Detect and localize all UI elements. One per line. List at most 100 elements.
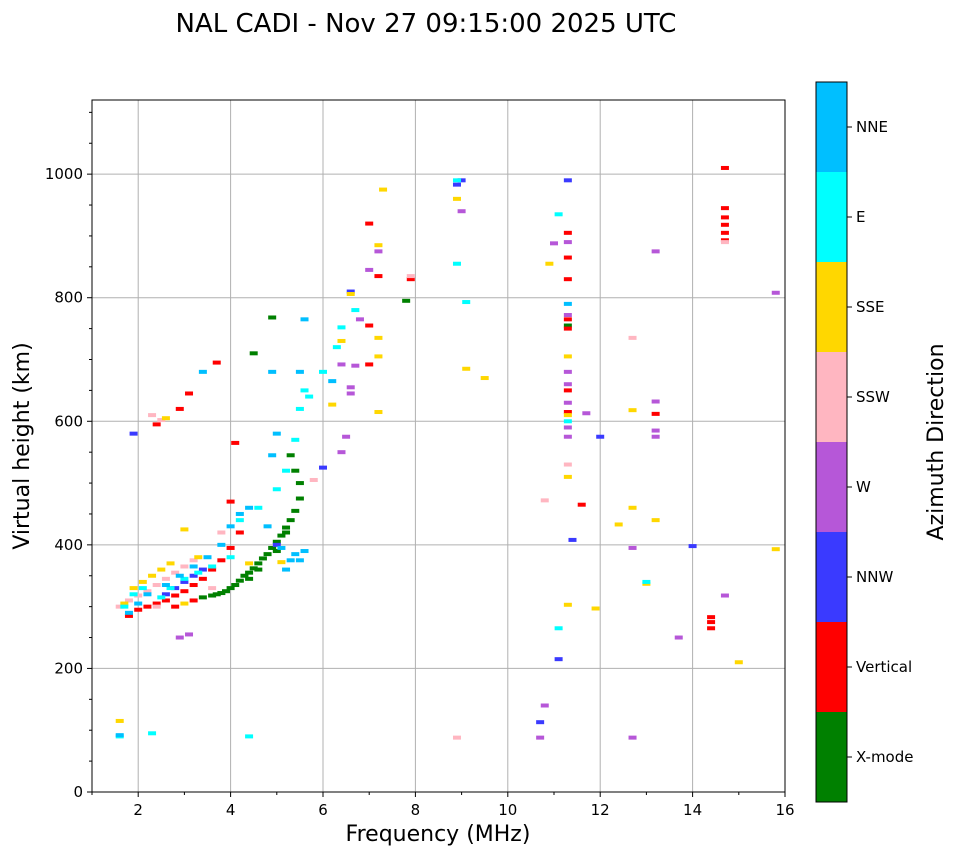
echo-vertical	[152, 601, 161, 606]
echo-ssw	[720, 240, 729, 245]
echo-x-mode	[402, 298, 411, 303]
echo-vertical	[189, 583, 198, 588]
echo-e	[462, 300, 471, 305]
echo-vertical	[189, 598, 198, 603]
echo-sse	[734, 660, 743, 665]
echo-sse	[374, 354, 383, 359]
echo-w	[540, 703, 549, 708]
x-tick-label: 8	[411, 801, 421, 819]
echo-x-mode	[291, 468, 300, 473]
echo-vertical	[563, 277, 572, 282]
echo-ssw	[115, 604, 124, 609]
echo-x-mode	[245, 570, 254, 575]
colorbar-swatch	[816, 532, 847, 622]
echo-vertical	[720, 230, 729, 235]
echo-nne	[268, 369, 277, 374]
echo-vertical	[720, 165, 729, 170]
echo-sse	[194, 555, 203, 560]
echo-ssw	[148, 413, 157, 418]
echo-e	[235, 518, 244, 523]
echo-nnw	[198, 567, 207, 572]
plot-area: 2 4 6 8 10 12 14 16 0 200 400 600 800 1000	[45, 99, 795, 819]
echo-sse	[374, 335, 383, 340]
echo-nne	[272, 431, 281, 436]
echo-e	[332, 345, 341, 350]
echo-w	[337, 450, 346, 455]
echo-vertical	[563, 326, 572, 331]
echo-x-mode	[221, 589, 230, 594]
echo-x-mode	[212, 592, 221, 597]
echo-w	[563, 425, 572, 430]
echo-e	[226, 555, 235, 560]
echo-vertical	[720, 222, 729, 227]
echo-ssw	[208, 586, 217, 591]
echo-vertical	[217, 558, 226, 563]
echo-nnw	[319, 465, 327, 470]
echo-nnw	[596, 434, 605, 439]
echo-e	[452, 261, 461, 266]
echo-nne	[300, 317, 309, 322]
echo-w	[563, 369, 572, 374]
echo-vertical	[406, 277, 415, 282]
echo-vertical	[198, 576, 207, 581]
echo-vertical	[212, 360, 221, 365]
echo-sse	[374, 410, 383, 415]
echo-nne	[124, 610, 133, 615]
echo-e	[208, 564, 217, 569]
echo-nne	[282, 567, 291, 572]
echo-ssw	[406, 274, 415, 279]
echo-w	[651, 399, 660, 404]
echo-nnw	[568, 537, 577, 542]
echo-w	[342, 434, 351, 439]
x-axis-label: Frequency (MHz)	[346, 822, 531, 847]
echo-x-mode	[208, 593, 217, 598]
echo-nnw	[563, 178, 572, 183]
echo-vertical	[171, 604, 180, 609]
echo-e	[138, 586, 147, 591]
echo-sse	[563, 413, 572, 418]
echo-nne	[291, 552, 300, 557]
echo-x-mode	[235, 578, 244, 583]
echo-sse	[328, 402, 337, 407]
x-tick-label: 6	[318, 801, 328, 819]
echo-sse	[120, 601, 129, 606]
y-tick-label: 1000	[45, 165, 83, 183]
echo-w	[563, 434, 572, 439]
echo-nne	[286, 558, 295, 563]
colorbar-tick-label: E	[856, 208, 865, 226]
echo-vertical	[651, 411, 660, 416]
echo-sse	[166, 561, 175, 566]
echo-vertical	[707, 620, 716, 625]
echo-vertical	[152, 422, 161, 427]
echo-nne	[563, 301, 572, 306]
echo-vertical	[563, 410, 572, 415]
y-tick-label: 600	[54, 412, 83, 430]
plot-frame	[91, 99, 786, 793]
echo-vertical	[365, 221, 374, 226]
echo-ssw	[189, 558, 198, 563]
echo-e	[245, 734, 254, 739]
echo-nnw	[457, 178, 466, 183]
echo-sse	[129, 586, 138, 591]
echo-e	[129, 592, 138, 597]
echo-e	[300, 388, 309, 393]
echo-w	[536, 735, 545, 740]
echo-sse	[157, 567, 166, 572]
echo-sse	[591, 606, 600, 611]
echo-w	[563, 400, 572, 405]
echo-nne	[217, 542, 226, 547]
echo-x-mode	[249, 566, 258, 571]
y-axis-label: Virtual height (km)	[10, 342, 35, 549]
echo-vertical	[365, 323, 374, 328]
echo-x-mode	[563, 323, 572, 328]
y-tick-label: 800	[54, 289, 83, 307]
echo-nnw	[171, 586, 180, 591]
colorbar-swatch	[816, 442, 847, 532]
echo-vertical	[563, 317, 572, 322]
echo-sse	[180, 527, 189, 532]
echo-ssw	[309, 477, 318, 482]
echo-e	[291, 437, 300, 442]
y-tick-label: 400	[54, 536, 83, 554]
echo-vertical	[707, 626, 716, 631]
echo-sse	[115, 718, 124, 723]
